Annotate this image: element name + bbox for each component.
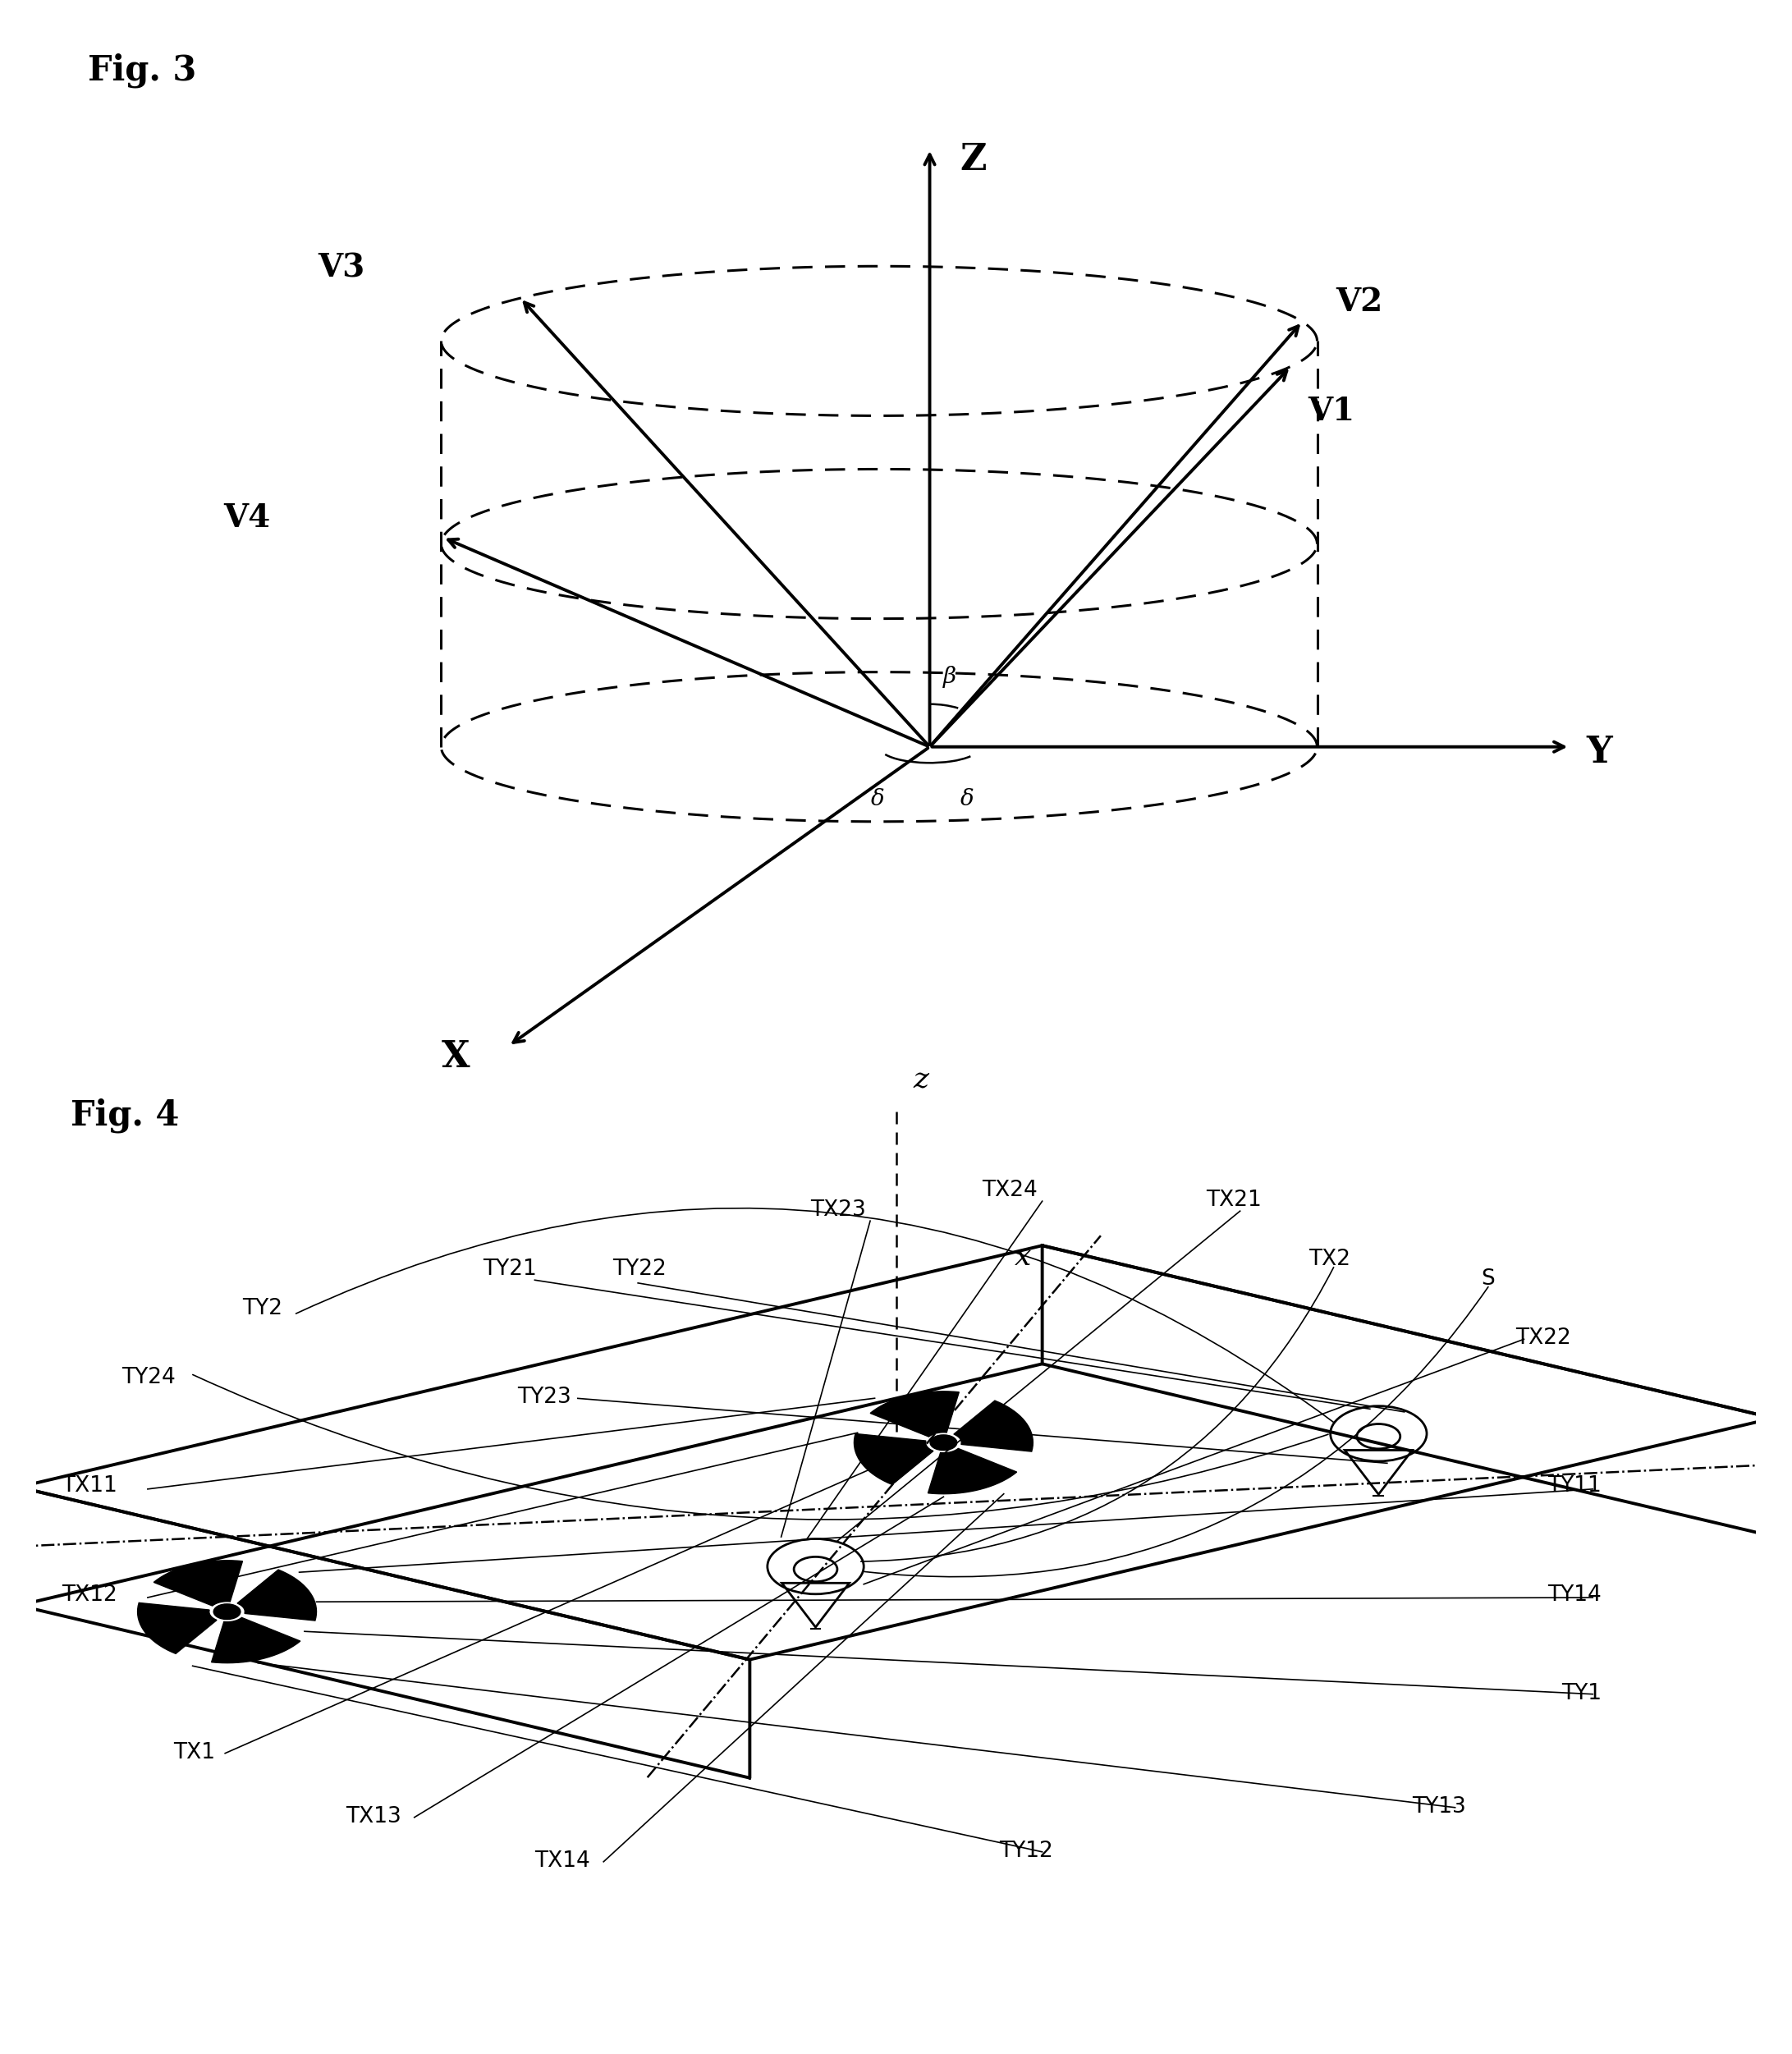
- Text: TY14: TY14: [1546, 1584, 1602, 1606]
- Text: TX11: TX11: [61, 1475, 116, 1497]
- Text: TY24: TY24: [122, 1368, 176, 1389]
- Text: Fig. 4: Fig. 4: [70, 1097, 179, 1132]
- Text: TX24: TX24: [982, 1179, 1038, 1202]
- Polygon shape: [138, 1602, 217, 1653]
- Text: x: x: [1014, 1243, 1032, 1271]
- Circle shape: [930, 1436, 957, 1450]
- Text: V2: V2: [1335, 286, 1383, 318]
- Polygon shape: [953, 1401, 1032, 1452]
- Polygon shape: [871, 1391, 959, 1436]
- Polygon shape: [154, 1561, 242, 1606]
- Text: TY1: TY1: [1561, 1682, 1602, 1705]
- Polygon shape: [855, 1434, 934, 1485]
- Text: Fig. 3: Fig. 3: [88, 53, 195, 88]
- Text: TY11: TY11: [1546, 1475, 1602, 1497]
- Text: TX23: TX23: [810, 1200, 866, 1220]
- Text: TX22: TX22: [1516, 1327, 1572, 1349]
- Text: V3: V3: [319, 253, 366, 283]
- Polygon shape: [211, 1619, 301, 1664]
- Text: Y: Y: [1586, 735, 1613, 770]
- Text: Z: Z: [961, 142, 987, 177]
- Text: δ: δ: [871, 789, 885, 811]
- Text: TY21: TY21: [484, 1259, 538, 1280]
- Text: TY23: TY23: [518, 1386, 572, 1409]
- Text: TY2: TY2: [242, 1298, 283, 1319]
- Text: z: z: [914, 1066, 928, 1093]
- Text: V1: V1: [1308, 394, 1355, 427]
- Circle shape: [213, 1604, 240, 1619]
- Text: V4: V4: [224, 501, 271, 534]
- Text: TX21: TX21: [1206, 1189, 1262, 1212]
- Text: X: X: [441, 1039, 470, 1074]
- Text: TX13: TX13: [346, 1805, 401, 1828]
- Text: TY22: TY22: [613, 1259, 667, 1280]
- Text: δ: δ: [961, 789, 973, 811]
- Text: TY13: TY13: [1412, 1795, 1466, 1818]
- Text: TX2: TX2: [1308, 1249, 1351, 1269]
- Polygon shape: [928, 1448, 1016, 1493]
- Text: TY12: TY12: [1000, 1840, 1054, 1861]
- Text: β: β: [943, 665, 957, 688]
- Text: S: S: [1480, 1269, 1495, 1290]
- Text: TX1: TX1: [174, 1742, 215, 1762]
- Text: TX14: TX14: [534, 1851, 590, 1871]
- Polygon shape: [237, 1569, 317, 1621]
- Text: TX12: TX12: [61, 1584, 116, 1606]
